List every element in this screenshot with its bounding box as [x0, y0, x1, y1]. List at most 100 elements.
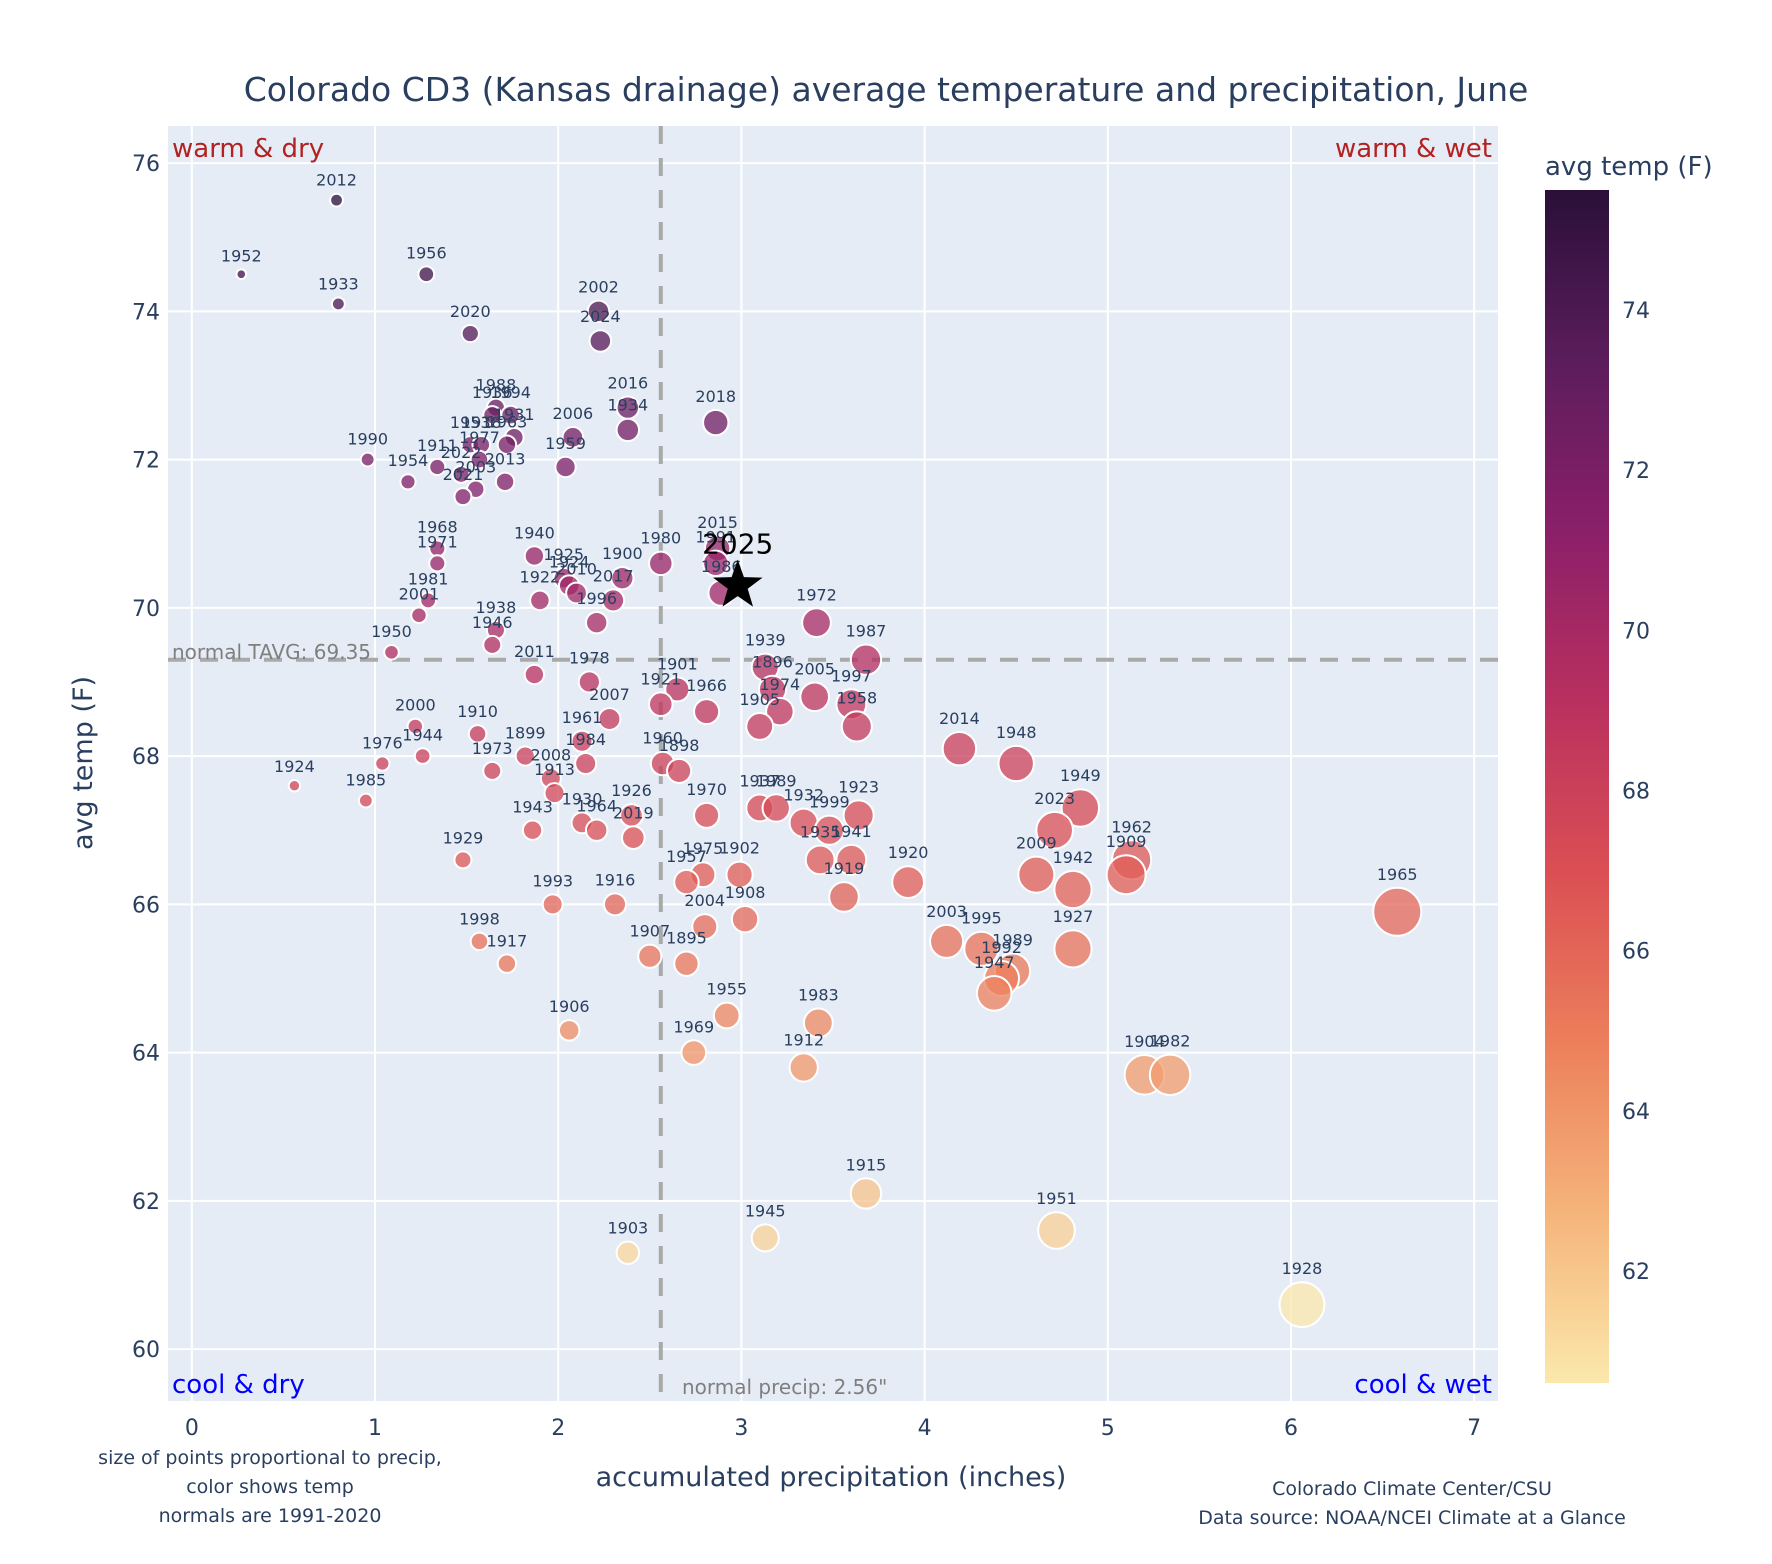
point-label: 1933 — [318, 274, 359, 293]
point-label: 1895 — [666, 928, 707, 947]
point-label: 1958 — [836, 688, 877, 707]
credit: Colorado Climate Center/CSU Data source:… — [1198, 1478, 1626, 1529]
data-point — [620, 825, 646, 850]
point-label: 1904 — [1124, 1032, 1165, 1051]
point-label: 1901 — [657, 654, 698, 673]
data-point — [357, 792, 374, 809]
data-point — [584, 818, 609, 842]
point-label: 2018 — [695, 387, 736, 406]
data-point — [417, 265, 436, 284]
star-marker-icon — [713, 559, 763, 607]
point-label: 2000 — [395, 696, 436, 715]
data-point — [1035, 810, 1074, 850]
point-label: 1975 — [683, 839, 724, 858]
data-point — [541, 893, 564, 916]
data-point — [383, 643, 400, 661]
colorbar-ticks: 62 64 66 68 70 72 74 — [1622, 299, 1650, 1285]
colorbar-tick-label: 72 — [1622, 459, 1650, 484]
data-point — [523, 663, 546, 686]
data-point — [577, 670, 601, 694]
point-label: 2013 — [485, 450, 526, 469]
x-tick-label: 5 — [1101, 1416, 1115, 1441]
point-label: 1911 — [417, 436, 458, 455]
chart-title: Colorado CD3 (Kansas drainage) average t… — [244, 70, 1529, 109]
data-point — [637, 943, 663, 969]
point-label: 1955 — [706, 980, 747, 999]
point-label: 2001 — [399, 584, 440, 603]
data-point — [419, 591, 438, 610]
colorbar-title: avg temp (F) — [1545, 152, 1713, 182]
data-point — [453, 487, 473, 507]
x-tick-label: 2 — [551, 1416, 565, 1441]
data-point — [330, 296, 346, 312]
data-point — [849, 643, 883, 676]
grid-lines — [168, 126, 1498, 1401]
point-label: 1906 — [549, 997, 590, 1016]
point-label: 1986 — [701, 557, 742, 576]
point-label: 2014 — [939, 709, 980, 728]
point-label: 1998 — [459, 910, 500, 929]
x-tick-label: 7 — [1467, 1416, 1481, 1441]
quadrant-label-cool-dry: cool & dry — [172, 1370, 305, 1400]
data-point — [1017, 855, 1056, 894]
point-label: 1937 — [739, 772, 780, 791]
point-label: 1938 — [476, 598, 517, 617]
data-point — [745, 712, 775, 741]
point-label: 1928 — [1282, 1259, 1323, 1278]
data-point — [406, 717, 425, 736]
normal-tavg-label: normal TAVG: 69.35 — [172, 640, 371, 664]
point-label: 1992 — [981, 938, 1022, 957]
point-label: 1918 — [461, 413, 502, 432]
data-point — [664, 676, 691, 703]
data-point — [529, 589, 551, 612]
data-point — [997, 744, 1035, 783]
point-label: 1973 — [472, 739, 513, 758]
colorbar-tick-label: 74 — [1622, 299, 1650, 324]
point-label: 1941 — [831, 822, 872, 841]
data-point — [602, 892, 628, 917]
point-label: 1970 — [686, 780, 727, 799]
point-label: 1976 — [362, 733, 403, 752]
data-point — [648, 550, 674, 577]
point-label: 1921 — [640, 669, 681, 688]
data-point — [494, 471, 516, 493]
data-point — [799, 681, 831, 713]
point-label: 1946 — [472, 613, 513, 632]
reference-lines — [168, 126, 1498, 1401]
point-label: 2012 — [316, 171, 357, 190]
point-label: 1960 — [642, 729, 683, 748]
point-label: 1939 — [745, 631, 786, 650]
highlight-2025: 2025 — [702, 528, 773, 607]
point-label: 1920 — [888, 843, 929, 862]
point-label: 1917 — [487, 931, 528, 950]
data-point — [673, 868, 700, 896]
data-point — [804, 844, 836, 876]
point-label: 1947 — [974, 953, 1015, 972]
point-label: 1962 — [1111, 817, 1152, 836]
data-point — [482, 634, 503, 655]
point-label: 2024 — [580, 307, 621, 326]
x-tick-label: 3 — [734, 1416, 748, 1441]
point-label: 1924 — [274, 757, 315, 776]
point-label: 1961 — [562, 708, 603, 727]
point-label: 1974 — [760, 675, 801, 694]
point-label: 1903 — [607, 1219, 648, 1238]
credit-line-2: Data source: NOAA/NCEI Climate at a Glan… — [1198, 1507, 1626, 1529]
point-label: 1964 — [576, 796, 617, 815]
data-point — [428, 457, 447, 477]
data-point — [835, 843, 868, 876]
point-label: 1930 — [562, 789, 603, 808]
data-point — [730, 904, 760, 934]
colorbar-tick-label: 66 — [1622, 940, 1650, 965]
point-label: 2015 — [697, 513, 738, 532]
data-point — [235, 268, 248, 281]
point-label: 1910 — [457, 702, 498, 721]
point-label: 1932 — [783, 786, 824, 805]
data-point — [460, 323, 480, 344]
point-label: 1943 — [512, 798, 553, 817]
point-label: 1925 — [543, 545, 584, 564]
colorbar-tick-label: 64 — [1622, 1100, 1650, 1125]
colorbar-tick-label: 70 — [1622, 619, 1650, 644]
x-tick-label: 1 — [368, 1416, 382, 1441]
data-point — [725, 860, 754, 889]
